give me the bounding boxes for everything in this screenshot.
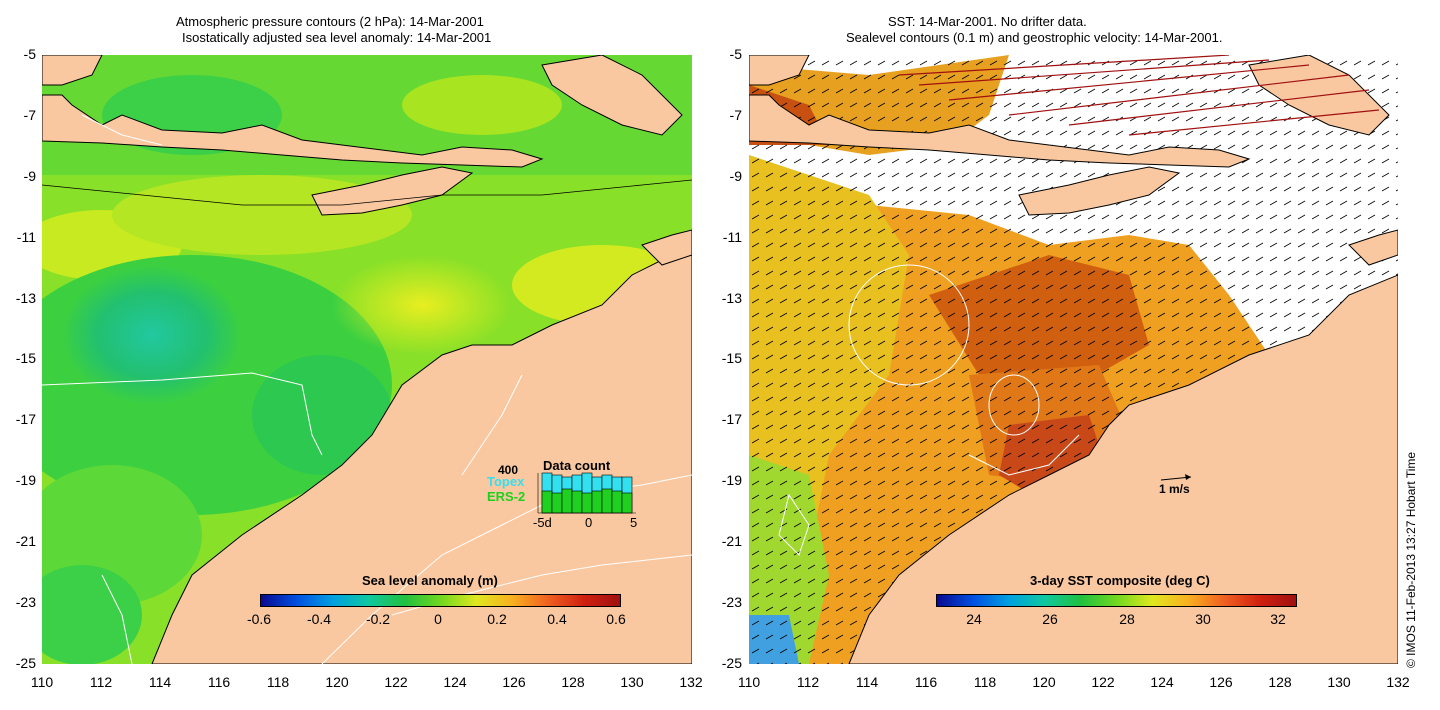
right-y-tick: -17 — [721, 411, 742, 427]
right-x-tick: 130 — [1327, 674, 1351, 690]
left-colorbar-tick: 0.4 — [547, 611, 567, 627]
right-x-tick: 132 — [1386, 674, 1410, 690]
right-colorbar-tick: 30 — [1195, 611, 1211, 627]
right-map — [749, 55, 1398, 664]
data-count-xlabel-zero: 0 — [585, 515, 593, 530]
sealevel-contour — [988, 374, 1040, 436]
left-x-tick: 116 — [207, 674, 231, 690]
right-y-tick: -25 — [721, 655, 742, 671]
left-colorbar-label: Sea level anomaly (m) — [362, 573, 498, 588]
right-title-line2: Sealevel contours (0.1 m) and geostrophi… — [846, 30, 1223, 45]
right-colorbar-tick: 24 — [966, 611, 982, 627]
left-y-tick: -15 — [15, 350, 36, 366]
left-x-tick: 110 — [30, 674, 54, 690]
right-x-tick: 120 — [1032, 674, 1056, 690]
right-x-tick: 114 — [855, 674, 879, 690]
left-map — [42, 55, 692, 664]
right-x-tick: 124 — [1150, 674, 1174, 690]
left-x-tick: 114 — [148, 674, 172, 690]
left-y-tick: -21 — [15, 533, 36, 549]
left-colorbar-tick: 0.6 — [606, 611, 626, 627]
left-title-line1: Atmospheric pressure contours (2 hPa): 1… — [176, 14, 484, 29]
right-x-tick: 128 — [1268, 674, 1292, 690]
data-count-ers2: ERS-2 — [487, 489, 526, 504]
left-x-tick: 112 — [89, 674, 113, 690]
right-y-tick: -15 — [721, 350, 742, 366]
right-y-tick: -21 — [721, 533, 742, 549]
right-y-tick: -23 — [721, 594, 742, 610]
copyright-text: © IMOS 11-Feb-2013 13:27 Hobart Time — [1404, 451, 1418, 668]
data-count-topex: Topex — [487, 474, 525, 489]
right-y-tick: -11 — [722, 229, 742, 245]
left-y-tick: -11 — [16, 229, 36, 245]
data-count-title: Data count — [543, 458, 611, 473]
right-y-tick: -5 — [729, 46, 742, 62]
right-colorbar — [936, 594, 1297, 607]
right-colorbar-label: 3-day SST composite (deg C) — [1030, 573, 1210, 588]
left-x-tick: 128 — [561, 674, 585, 690]
left-y-tick: -25 — [15, 655, 36, 671]
right-y-tick: -19 — [721, 472, 742, 488]
left-y-tick: -5 — [23, 46, 36, 62]
left-y-tick: -19 — [15, 472, 36, 488]
left-y-tick: -17 — [15, 411, 36, 427]
left-y-tick: -9 — [23, 168, 36, 184]
data-count-xlabel-pos: 5 — [630, 515, 638, 530]
left-colorbar-tick: -0.4 — [306, 611, 332, 627]
right-x-tick: 126 — [1209, 674, 1233, 690]
right-x-tick: 116 — [914, 674, 938, 690]
right-y-tick: -9 — [729, 168, 742, 184]
left-colorbar-tick: -0.6 — [246, 611, 272, 627]
left-x-tick: 126 — [502, 674, 526, 690]
data-count-inset — [537, 472, 636, 514]
right-x-tick: 122 — [1091, 674, 1115, 690]
left-x-tick: 122 — [384, 674, 408, 690]
data-count-max: 400 — [498, 463, 519, 477]
right-colorbar-tick: 32 — [1270, 611, 1286, 627]
left-colorbar-tick: 0 — [434, 611, 442, 627]
left-title-line2: Isostatically adjusted sea level anomaly… — [182, 30, 492, 45]
left-y-tick: -13 — [15, 290, 36, 306]
left-contour-line — [42, 372, 323, 456]
right-title-line1: SST: 14-Mar-2001. No drifter data. — [888, 14, 1087, 29]
left-colorbar — [260, 594, 621, 607]
right-x-tick: 110 — [737, 674, 761, 690]
right-x-tick: 118 — [973, 674, 997, 690]
right-y-tick: -13 — [721, 290, 742, 306]
left-colorbar-tick: -0.2 — [365, 611, 391, 627]
left-x-tick: 132 — [679, 674, 703, 690]
left-land-islands — [42, 94, 544, 168]
right-colorbar-tick: 26 — [1042, 611, 1058, 627]
velocity-streaks — [898, 55, 1380, 136]
left-x-tick: 130 — [620, 674, 644, 690]
left-y-tick: -23 — [15, 594, 36, 610]
data-count-xlabel-neg: -5d — [533, 515, 552, 530]
left-x-tick: 120 — [325, 674, 349, 690]
left-x-tick: 124 — [443, 674, 467, 690]
right-y-tick: -7 — [729, 107, 742, 123]
left-x-tick: 118 — [266, 674, 290, 690]
right-x-tick: 112 — [796, 674, 820, 690]
right-land-australia — [848, 274, 1398, 664]
right-land-islands — [749, 94, 1251, 168]
right-colorbar-tick: 28 — [1119, 611, 1135, 627]
velocity-scale-label: 1 m/s — [1159, 482, 1190, 496]
left-y-tick: -7 — [23, 107, 36, 123]
left-colorbar-tick: 0.2 — [487, 611, 507, 627]
